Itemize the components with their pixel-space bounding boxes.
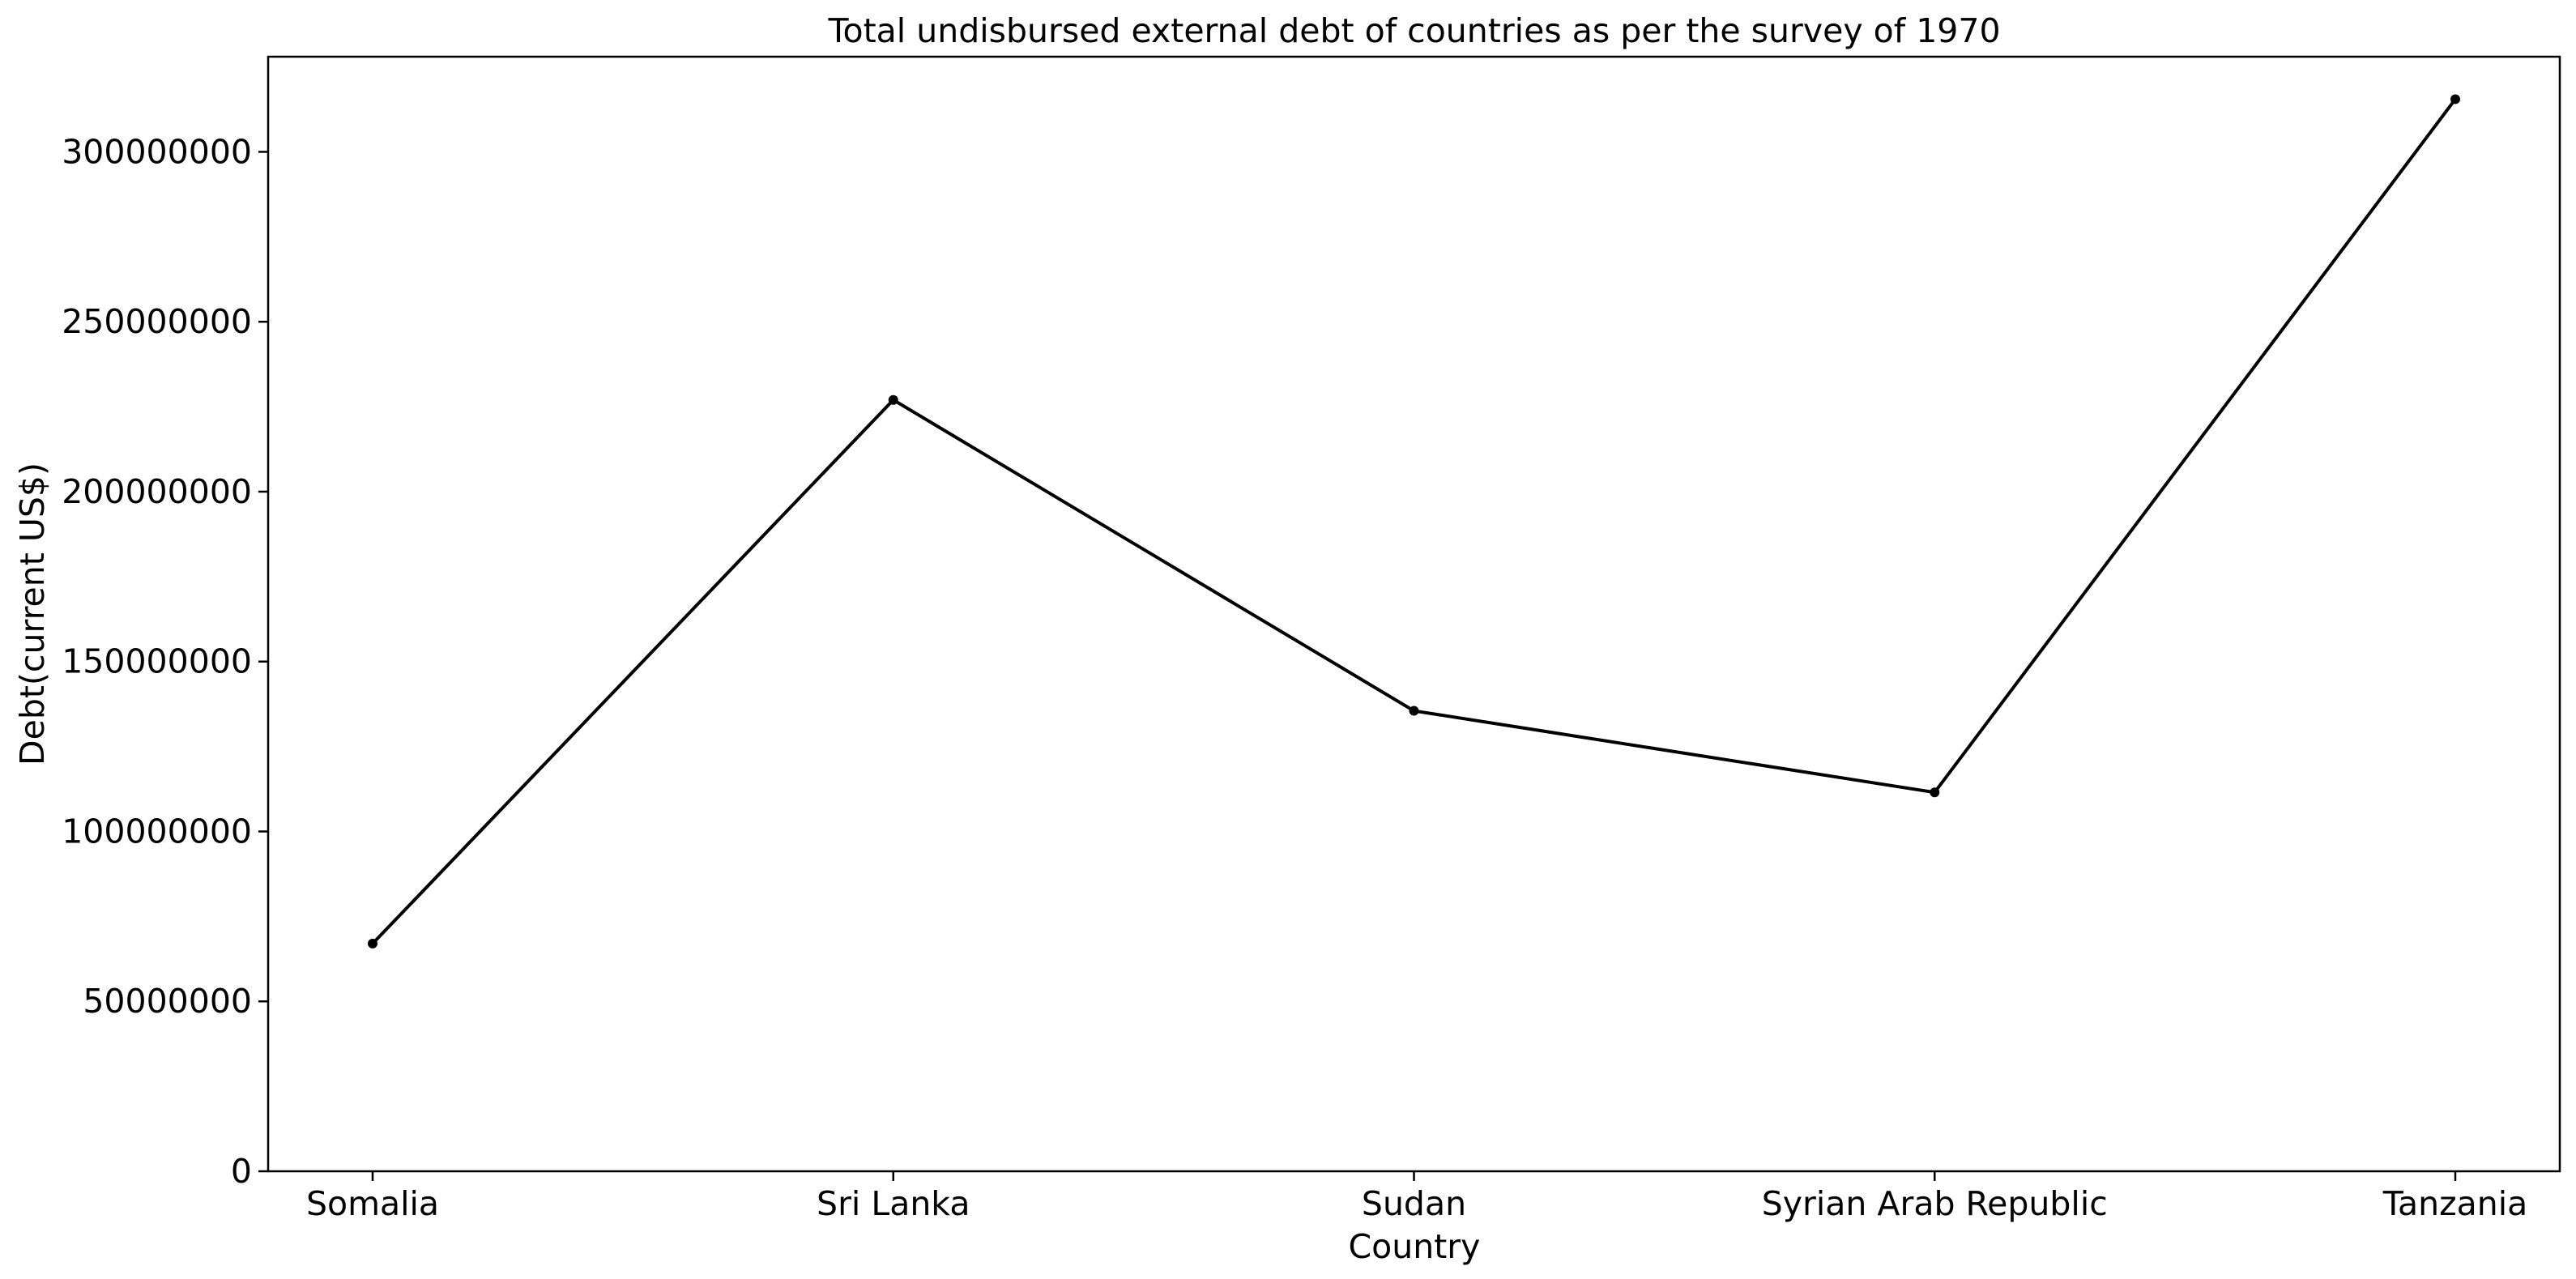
x-tick-label: Somalia xyxy=(306,1184,439,1223)
x-tick-label: Sri Lanka xyxy=(817,1184,970,1223)
data-point xyxy=(368,938,377,949)
data-point xyxy=(888,394,898,405)
y-axis: 0 50000000 100000000 150000000 200000000 2500… xyxy=(62,132,268,1191)
data-point xyxy=(2450,94,2460,104)
y-tick-label: 150000000 xyxy=(62,642,252,681)
y-tick-label: 300000000 xyxy=(62,132,252,171)
series-group xyxy=(368,94,2460,949)
plot-area-frame xyxy=(267,55,2561,1173)
x-tick-label: Tanzania xyxy=(2382,1184,2528,1223)
y-tick-label: 100000000 xyxy=(62,812,252,851)
y-tick-label: 200000000 xyxy=(62,472,252,511)
x-tick-label: Sudan xyxy=(1362,1184,1466,1223)
chart-title: Total undisbursed external debt of count… xyxy=(827,11,2000,50)
data-point xyxy=(1930,787,1940,798)
x-axis-label: Country xyxy=(1349,1227,1481,1266)
data-point xyxy=(1409,706,1419,716)
y-tick-label: 250000000 xyxy=(62,302,252,341)
series-line xyxy=(371,98,2457,945)
y-tick-label: 0 xyxy=(231,1152,252,1191)
x-tick-label: Syrian Arab Republic xyxy=(1762,1184,2108,1223)
y-axis-label: Debt(current US$) xyxy=(13,463,52,765)
x-axis: Somalia Sri Lanka Sudan Syrian Arab Republi… xyxy=(306,1171,2527,1223)
y-tick-label: 50000000 xyxy=(83,982,252,1021)
